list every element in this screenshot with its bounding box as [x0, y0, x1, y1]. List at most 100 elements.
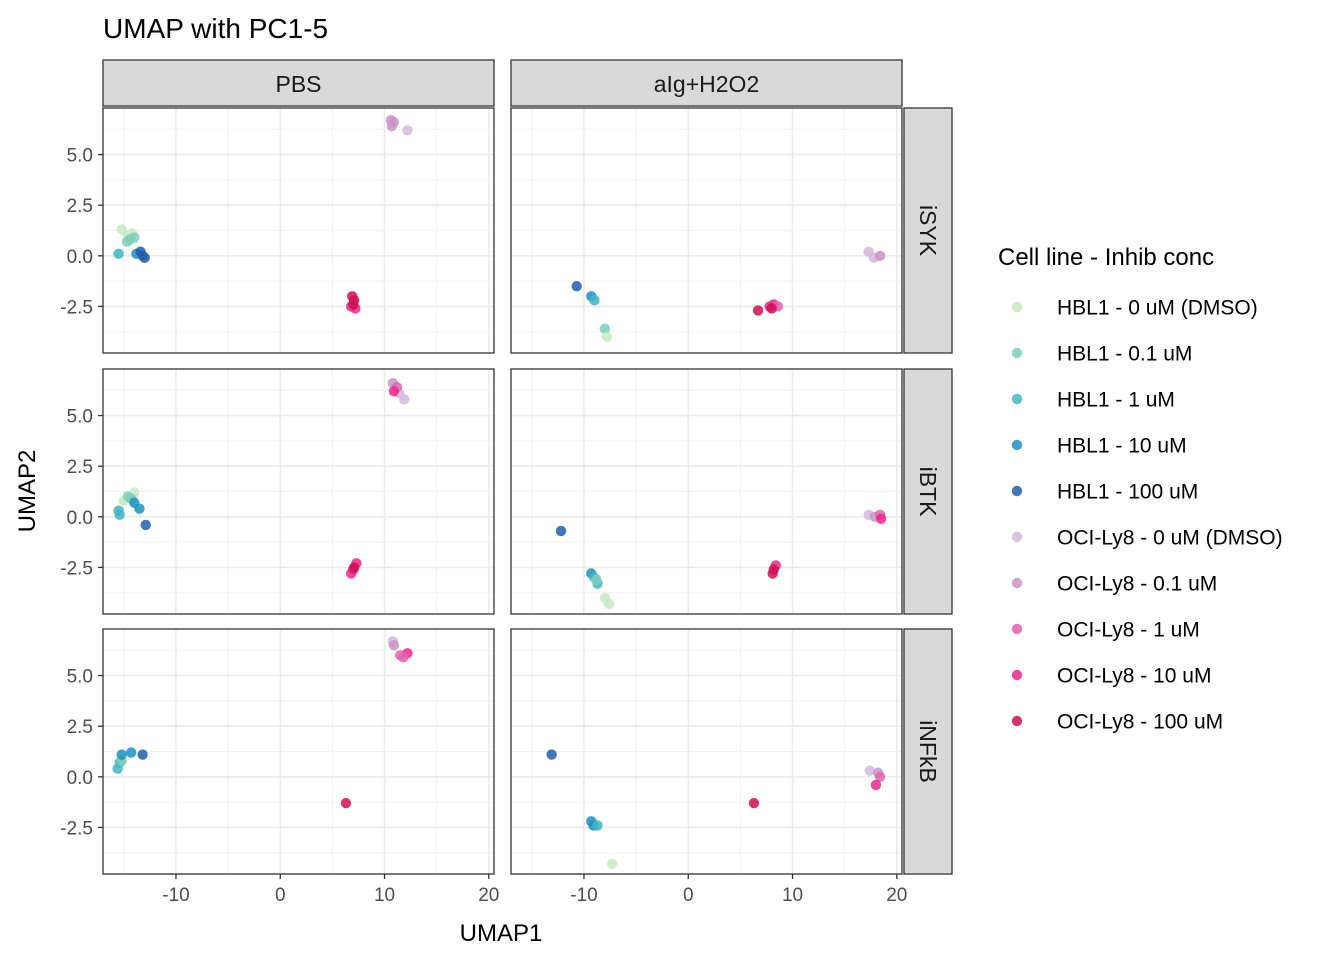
- chart-title: UMAP with PC1-5: [103, 13, 328, 44]
- facet-panel: [510, 368, 903, 615]
- legend-label: HBL1 - 10 uM: [1057, 435, 1187, 458]
- data-point: [388, 386, 400, 397]
- data-point: [601, 331, 613, 343]
- data-point: [402, 125, 413, 136]
- legend-key: [1011, 439, 1023, 451]
- data-point: [767, 568, 778, 579]
- legend-label: HBL1 - 0 uM (DMSO): [1057, 297, 1258, 320]
- x-tick-label: -10: [162, 885, 189, 906]
- data-point: [129, 232, 140, 243]
- data-point: [748, 797, 760, 809]
- legend-title: Cell line - Inhib conc: [998, 244, 1214, 271]
- facet-strip-label: PBS: [275, 71, 321, 97]
- points: [113, 377, 410, 579]
- data-point: [606, 858, 618, 870]
- facet-strip-row: iBTK: [903, 368, 953, 615]
- data-point: [591, 574, 602, 585]
- legend-key: [1011, 531, 1023, 543]
- legend-key: [1011, 347, 1023, 359]
- x-axis-title: UMAP1: [460, 920, 543, 947]
- legend-item: OCI-Ly8 - 0 uM (DMSO): [1011, 527, 1283, 550]
- facet-strip-row: iSYK: [903, 107, 953, 354]
- data-point: [589, 295, 600, 306]
- legend-item: HBL1 - 1 uM: [1011, 389, 1175, 412]
- legend-key: [1011, 669, 1023, 681]
- x-tick-label: 20: [886, 885, 907, 906]
- facet-strip-column: PBS: [102, 59, 495, 107]
- data-point: [388, 639, 400, 651]
- data-point: [125, 747, 137, 758]
- y-tick-label: 2.5: [67, 717, 93, 738]
- data-point: [116, 749, 127, 760]
- x-tick-label: 10: [374, 885, 395, 906]
- facet-panel: -2.5 0.0 2.5 5.0: [60, 107, 495, 354]
- y-axis-title: UMAP2: [14, 450, 41, 533]
- data-point: [139, 252, 150, 264]
- data-point: [340, 797, 352, 809]
- legend-key: [1011, 301, 1023, 313]
- x-tick-label: 10: [782, 885, 803, 906]
- data-point: [113, 248, 124, 259]
- points: [546, 749, 886, 870]
- data-point: [140, 519, 151, 531]
- legend-key: [1011, 393, 1023, 405]
- data-point: [349, 562, 360, 573]
- legend-key: [1011, 715, 1023, 727]
- data-point: [592, 820, 603, 831]
- data-point: [571, 280, 582, 292]
- data-point: [348, 299, 359, 310]
- points: [555, 509, 887, 610]
- facet-strip-row: iNFkB: [903, 628, 953, 875]
- data-point: [874, 250, 886, 262]
- gridlines: [511, 369, 902, 614]
- facet-strip-label: aIg+H2O2: [654, 71, 760, 97]
- data-point: [870, 779, 882, 791]
- gridlines: [511, 108, 902, 353]
- legend-label: OCI-Ly8 - 10 uM: [1057, 665, 1211, 688]
- legend-key: [1011, 577, 1023, 589]
- x-tick-label: -10: [570, 885, 597, 906]
- facet-strip-label: iBTK: [915, 467, 941, 518]
- facet-panel: -10 0 10 20: [510, 628, 907, 906]
- data-point: [114, 509, 125, 520]
- legend-item: OCI-Ly8 - 1 uM: [1011, 619, 1200, 642]
- gridlines: [103, 629, 494, 874]
- data-point: [874, 771, 886, 783]
- x-tick-label: 0: [275, 885, 286, 906]
- data-point: [386, 121, 398, 132]
- data-point: [137, 749, 148, 760]
- data-point: [864, 765, 875, 776]
- legend-item: OCI-Ly8 - 10 uM: [1011, 665, 1211, 688]
- facet-strip-label: iSYK: [915, 205, 941, 257]
- legend-label: HBL1 - 0.1 uM: [1057, 343, 1192, 366]
- legend-item: HBL1 - 0.1 uM: [1011, 343, 1192, 366]
- y-tick-label: 0.0: [67, 508, 93, 529]
- y-tick-label: -2.5: [60, 297, 93, 318]
- y-tick-label: -2.5: [60, 818, 93, 839]
- points: [113, 114, 413, 314]
- x-tick-label: 20: [478, 885, 499, 906]
- legend-label: OCI-Ly8 - 0.1 uM: [1057, 573, 1217, 596]
- points: [571, 246, 886, 343]
- data-point: [398, 652, 409, 663]
- y-tick-label: 0.0: [67, 768, 93, 789]
- legend-label: OCI-Ly8 - 1 uM: [1057, 619, 1200, 642]
- legend-item: HBL1 - 10 uM: [1011, 435, 1187, 458]
- y-tick-label: 5.0: [67, 407, 93, 428]
- legend-label: HBL1 - 100 uM: [1057, 481, 1198, 504]
- legend-item: HBL1 - 100 uM: [1011, 481, 1198, 504]
- legend-label: OCI-Ly8 - 100 uM: [1057, 711, 1223, 734]
- y-tick-label: 5.0: [67, 146, 93, 167]
- y-tick-label: 5.0: [67, 667, 93, 688]
- y-tick-label: 0.0: [67, 247, 93, 268]
- data-point: [603, 598, 615, 610]
- legend: Cell line - Inhib conc HBL1 - 0 uM (DMSO…: [998, 244, 1283, 734]
- facet-panel: -2.5 0.0 2.5 5.0 -10 0 10 20: [60, 628, 499, 906]
- points: [112, 635, 413, 809]
- data-point: [875, 513, 887, 525]
- data-point: [546, 749, 557, 760]
- gridlines: [511, 629, 902, 874]
- legend-key: [1011, 485, 1023, 497]
- data-point: [599, 323, 611, 334]
